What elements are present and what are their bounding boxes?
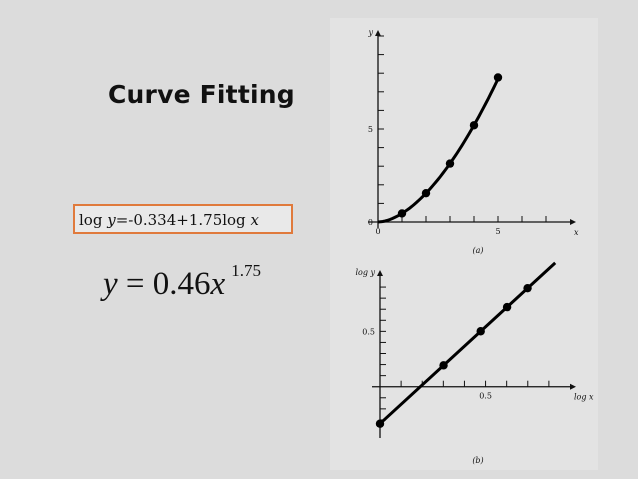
chart-a-data-point bbox=[469, 121, 479, 130]
chart-b-data-point bbox=[502, 302, 512, 312]
chart-b-svg: 0.5 0.5 log x log y (b) bbox=[355, 261, 594, 465]
chart-a-y-tick-label: 0 bbox=[368, 218, 373, 227]
chart-panel-a: 0 5 0 5 x y (a) bbox=[330, 18, 598, 264]
chart-a-y-tick-label: 5 bbox=[368, 125, 373, 134]
chart-b-x-axis-label: log x bbox=[574, 393, 594, 402]
chart-b-data-point bbox=[476, 327, 485, 336]
log-eq-y: y bbox=[107, 211, 116, 229]
chart-a-svg: 0 5 0 5 x y (a) bbox=[367, 28, 579, 255]
chart-b-caption: (b) bbox=[472, 456, 483, 465]
log-equation-box: log y=-0.334+1.75log x bbox=[73, 204, 293, 234]
chart-a-y-arrow bbox=[375, 30, 381, 36]
chart-b-x-arrow bbox=[570, 383, 576, 390]
chart-a-x-axis-label: x bbox=[574, 228, 579, 237]
power-eq-x: x bbox=[210, 266, 226, 302]
chart-b-y-axis-label: log y bbox=[355, 268, 375, 277]
chart-b-y-arrow bbox=[377, 270, 383, 276]
chart-a-x-tick-label: 0 bbox=[375, 227, 380, 236]
chart-a-data-point bbox=[445, 159, 455, 168]
chart-a-data-point bbox=[421, 188, 431, 198]
power-eq-exponent: 1.75 bbox=[231, 261, 261, 280]
power-eq-equals: = 0.46 bbox=[117, 266, 211, 302]
slide-title: Curve Fitting bbox=[108, 80, 295, 109]
chart-a-fit-line bbox=[377, 75, 501, 224]
power-equation: y = 0.46x 1.75 bbox=[103, 261, 261, 303]
chart-b-data-point bbox=[523, 283, 532, 293]
chart-a-caption: (a) bbox=[472, 246, 483, 255]
chart-panel-b: 0.5 0.5 log x log y (b) bbox=[330, 260, 598, 470]
chart-b-x-tick-label: 0.5 bbox=[479, 392, 492, 401]
chart-a-x-arrow bbox=[570, 219, 576, 225]
chart-a-data-point bbox=[493, 73, 503, 82]
chart-b-y-tick-label: 0.5 bbox=[362, 327, 375, 336]
chart-a-data-point bbox=[397, 209, 407, 218]
chart-a-x-tick-label: 5 bbox=[495, 227, 500, 236]
log-eq-prefix: log bbox=[79, 211, 108, 229]
chart-b-data-point bbox=[439, 361, 448, 370]
chart-a-y-axis-label: y bbox=[367, 28, 373, 37]
log-eq-x: x bbox=[250, 211, 259, 229]
power-eq-lhs: y bbox=[103, 266, 118, 302]
chart-b-data-point bbox=[375, 419, 385, 428]
log-eq-middle: =-0.334+1.75log bbox=[115, 211, 251, 229]
